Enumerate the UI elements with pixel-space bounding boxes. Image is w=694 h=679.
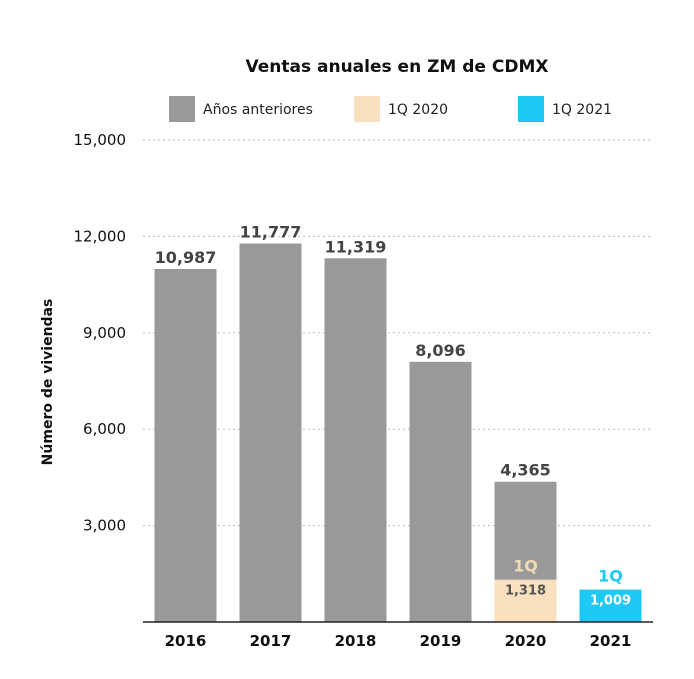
x-tick-label: 2020 <box>505 632 547 650</box>
y-tick-label: 12,000 <box>74 227 127 245</box>
legend-swatch <box>354 96 380 122</box>
legend-label: 1Q 2020 <box>388 102 448 118</box>
x-tick-label: 2017 <box>250 632 292 650</box>
quarter-annotation: 1Q <box>513 557 538 576</box>
data-label: 11,319 <box>325 237 387 256</box>
quarter-annotation: 1Q <box>598 567 623 586</box>
data-label: 8,096 <box>415 341 466 360</box>
data-label: 10,987 <box>155 248 217 267</box>
x-tick-label: 2021 <box>590 632 632 650</box>
data-label: 4,365 <box>500 461 551 480</box>
legend-swatch <box>169 96 195 122</box>
bar <box>324 258 387 622</box>
data-label-inner: 1,009 <box>590 594 631 609</box>
x-tick-label: 2018 <box>335 632 377 650</box>
bar <box>409 361 472 622</box>
y-tick-label: 9,000 <box>83 324 126 342</box>
y-tick-label: 3,000 <box>83 517 126 535</box>
bars <box>154 243 642 622</box>
y-tick-label: 6,000 <box>83 420 126 438</box>
bar <box>239 243 302 622</box>
x-tick-label: 2019 <box>420 632 462 650</box>
x-axis-ticks: 2016 2017 2018 2019 2020 2021 <box>165 632 632 650</box>
bar <box>494 579 557 622</box>
legend-swatch <box>518 96 544 122</box>
chart-title: Ventas anuales en ZM de CDMX <box>246 57 549 77</box>
data-label-inner: 1,318 <box>505 584 546 599</box>
bar <box>154 268 217 622</box>
bar <box>579 589 642 622</box>
legend-label: Años anteriores <box>203 102 313 118</box>
legend: Años anteriores 1Q 2020 1Q 2021 <box>169 96 612 122</box>
data-label: 11,777 <box>240 223 302 242</box>
y-axis-label: Número de viviendas <box>40 299 56 466</box>
x-tick-label: 2016 <box>165 632 207 650</box>
y-tick-label: 15,000 <box>74 131 127 149</box>
y-axis-ticks: 3,000 6,000 9,000 12,000 15,000 <box>74 131 127 535</box>
grid <box>143 139 653 527</box>
data-labels: 10,987 11,777 11,319 8,096 4,365 1,318 1,009 1Q… <box>155 223 631 609</box>
legend-label: 1Q 2021 <box>552 102 612 118</box>
